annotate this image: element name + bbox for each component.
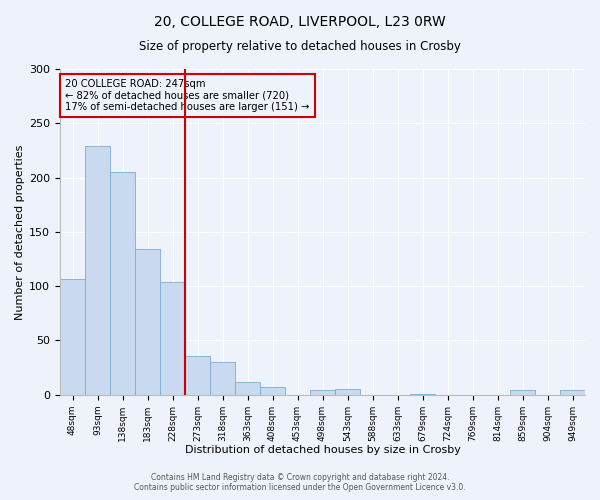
Bar (85, 146, 110, 394)
Bar (110, 172, 135, 394)
Bar (185, 356, 210, 395)
Y-axis label: Number of detached properties: Number of detached properties (15, 144, 25, 320)
Bar (210, 362, 235, 394)
Text: 20, COLLEGE ROAD, LIVERPOOL, L23 0RW: 20, COLLEGE ROAD, LIVERPOOL, L23 0RW (154, 15, 446, 29)
Bar (335, 390, 360, 394)
Bar (60, 278, 85, 394)
Bar (510, 390, 535, 394)
Bar (310, 390, 335, 394)
Text: 20 COLLEGE ROAD: 247sqm
← 82% of detached houses are smaller (720)
17% of semi-d: 20 COLLEGE ROAD: 247sqm ← 82% of detache… (65, 79, 310, 112)
Text: Contains HM Land Registry data © Crown copyright and database right 2024.
Contai: Contains HM Land Registry data © Crown c… (134, 473, 466, 492)
Bar (160, 282, 185, 395)
Text: Size of property relative to detached houses in Crosby: Size of property relative to detached ho… (139, 40, 461, 53)
Bar (260, 387, 285, 394)
Bar (235, 382, 260, 394)
Bar (135, 249, 160, 394)
Bar (560, 390, 585, 394)
X-axis label: Distribution of detached houses by size in Crosby: Distribution of detached houses by size … (185, 445, 460, 455)
